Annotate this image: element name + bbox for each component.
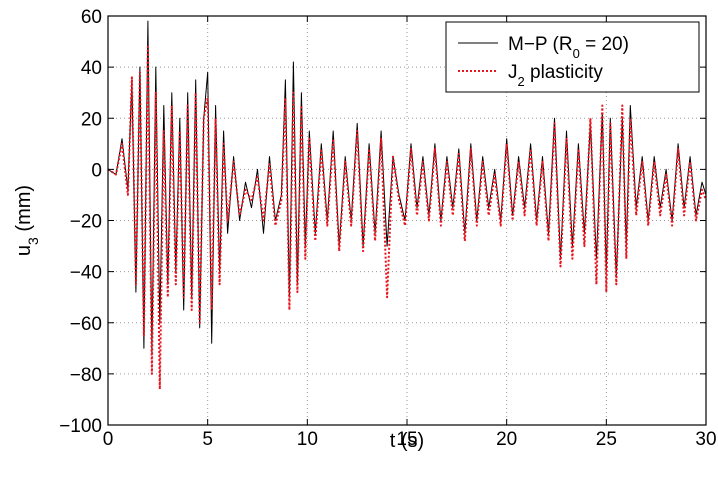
legend-label-mp-base: M−P (R [508, 34, 573, 55]
y-axis-label-subscript: 3 [25, 237, 41, 245]
x-tick-label: 20 [496, 429, 517, 450]
y-tick-label: −60 [70, 314, 102, 335]
y-tick-label: 60 [81, 7, 102, 28]
legend: M−P (R0 = 20) J2 plasticity [445, 21, 700, 93]
x-tick-label: 15 [396, 429, 417, 450]
series-line-j2 [107, 45, 707, 391]
y-axis-label-unit: (mm) [13, 185, 35, 237]
y-tick-label: −100 [59, 416, 102, 437]
y-tick-label: 40 [81, 58, 102, 79]
y-tick-label: −40 [70, 263, 102, 284]
x-tick-label: 10 [297, 429, 318, 450]
y-axis-label: u3 (mm) [13, 185, 41, 256]
legend-label-j2-subscript: 2 [518, 74, 525, 89]
y-tick-label: −20 [70, 212, 102, 233]
x-tick-label: 0 [103, 429, 114, 450]
x-tick-label: 30 [695, 429, 716, 450]
x-tick-label: 5 [202, 429, 213, 450]
legend-label-mp: M−P (R0 = 20) [508, 34, 629, 61]
legend-label-mp-subscript: 0 [573, 46, 580, 61]
legend-box [445, 21, 700, 93]
x-axis-label: t (s) [390, 430, 424, 452]
legend-label-j2: J2 plasticity [508, 62, 603, 89]
y-tick-label: 20 [81, 109, 102, 130]
y-tick-label: −80 [70, 365, 102, 386]
legend-label-j2-rest: plasticity [525, 62, 604, 83]
series-layer [107, 20, 707, 391]
x-tick-label: 25 [596, 429, 617, 450]
legend-label-j2-base: J [508, 62, 518, 83]
y-tick-label: 0 [91, 160, 102, 181]
y-axis-label-base: u [13, 245, 35, 256]
legend-label-mp-rest: = 20) [580, 34, 629, 55]
